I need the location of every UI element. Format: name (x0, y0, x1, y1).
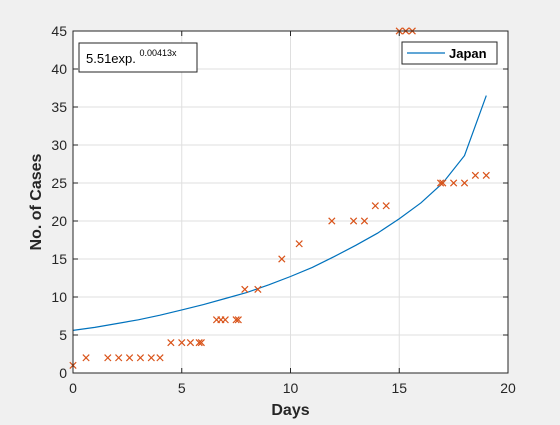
marker-stroke (328, 217, 336, 225)
data-point-marker (82, 354, 90, 362)
data-point-marker (328, 217, 336, 225)
data-point-marker (349, 217, 358, 225)
data-point-marker (450, 179, 458, 187)
data-point-marker (125, 354, 134, 362)
marker-stroke (167, 338, 175, 347)
marker-stroke (450, 179, 458, 187)
data-point-marker (147, 354, 155, 362)
y-tick-label: 0 (59, 365, 67, 381)
x-tick-label: 0 (69, 380, 77, 396)
marker-stroke (221, 316, 229, 324)
data-point-marker (167, 338, 175, 347)
data-point-marker (295, 240, 303, 248)
marker-stroke (234, 316, 242, 324)
legend: Japan (401, 41, 498, 65)
marker-stroke (178, 338, 186, 347)
data-point-marker (232, 316, 240, 324)
axes (72, 30, 509, 374)
data-point-marker (278, 255, 286, 263)
marker-stroke (436, 179, 445, 187)
marker-stroke (460, 179, 469, 187)
data-point-marker (241, 285, 249, 294)
data-point-marker (221, 316, 229, 324)
data-point-marker (186, 338, 195, 347)
data-point-marker (195, 338, 203, 347)
y-axis-label: No. of Cases (28, 153, 45, 250)
marker-stroke (195, 338, 203, 347)
marker-stroke (147, 354, 155, 362)
marker-stroke (349, 217, 358, 225)
marker-stroke (241, 285, 249, 294)
y-tick-label: 30 (51, 137, 67, 153)
marker-stroke (295, 240, 303, 248)
data-point-marker (136, 354, 145, 362)
legend-label-japan: Japan (449, 46, 487, 61)
data-point-marker (197, 338, 205, 347)
x-tick-label: 5 (178, 380, 186, 396)
tick-labels: 0 5 10 15 20 0 5 10 15 20 25 30 35 40 45 (51, 23, 516, 396)
annotation-exponent: 0.00413x (140, 48, 178, 58)
marker-stroke (136, 354, 145, 362)
data-point-marker (156, 354, 164, 362)
annotation-text: 5.51exp. 0.00413x (86, 48, 177, 66)
data-point-marker (360, 217, 369, 225)
data-point-marker (460, 179, 469, 187)
x-tick-label: 15 (391, 380, 407, 396)
data-point-marker (234, 316, 242, 324)
x-axis-label: Days (271, 402, 309, 419)
marker-stroke (104, 354, 112, 362)
data-point-marker (439, 179, 447, 187)
x-tick-label: 20 (500, 380, 516, 396)
data-point-marker (254, 285, 262, 294)
data-point-marker (115, 354, 123, 362)
marker-stroke (125, 354, 134, 362)
y-tick-label: 5 (59, 327, 67, 343)
y-tick-label: 40 (51, 61, 67, 77)
marker-stroke (439, 179, 447, 187)
data-point-marker (371, 202, 379, 210)
marker-stroke (186, 338, 195, 347)
annotation-base: 5.51exp. (86, 51, 136, 66)
y-tick-label: 20 (51, 213, 67, 229)
marker-stroke (82, 354, 90, 362)
data-point-marker (436, 179, 445, 187)
y-tick-label: 10 (51, 289, 67, 305)
marker-stroke (471, 171, 479, 180)
marker-stroke (278, 255, 286, 263)
marker-stroke (197, 338, 205, 347)
data-point-marker (382, 202, 390, 210)
x-tick-label: 10 (283, 380, 299, 396)
data-point-marker (471, 171, 479, 180)
data-point-marker (178, 338, 186, 347)
marker-stroke (156, 354, 164, 362)
y-tick-label: 35 (51, 99, 67, 115)
data-point-marker (482, 171, 490, 180)
annotation-box: 5.51exp. 0.00413x (78, 42, 198, 73)
annotation-frame (78, 42, 198, 73)
marker-stroke (232, 316, 240, 324)
marker-stroke (115, 354, 123, 362)
series-lines (72, 95, 487, 331)
legend-frame (401, 41, 498, 65)
marker-stroke (371, 202, 379, 210)
series-line-japan (72, 95, 487, 331)
marker-stroke (254, 285, 262, 294)
y-tick-label: 45 (51, 23, 67, 39)
data-point-marker (104, 354, 112, 362)
marker-stroke (382, 202, 390, 210)
y-tick-label: 15 (51, 251, 67, 267)
y-tick-label: 25 (51, 175, 67, 191)
axes-box (72, 30, 509, 374)
grid (73, 31, 508, 373)
marker-stroke (360, 217, 369, 225)
marker-stroke (482, 171, 490, 180)
